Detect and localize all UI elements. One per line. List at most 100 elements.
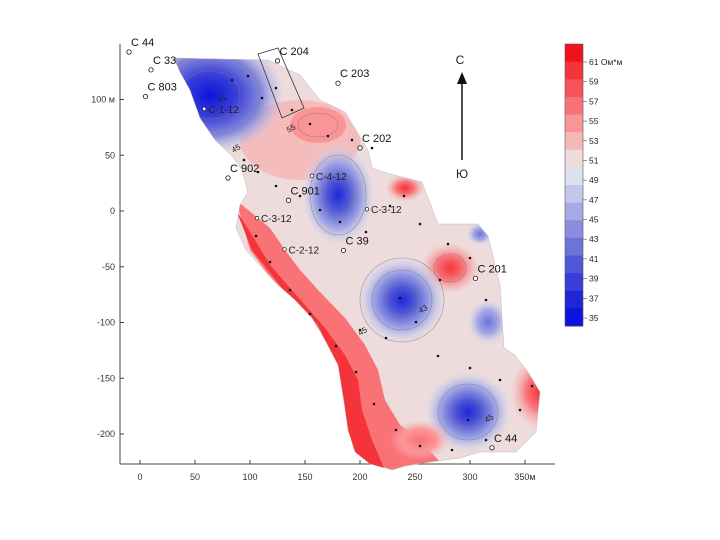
measurement-point — [308, 312, 312, 316]
legend-swatch — [565, 61, 583, 80]
measurement-point — [256, 170, 260, 174]
measurement-point — [450, 448, 454, 452]
well-marker — [489, 445, 495, 451]
well-marker — [364, 207, 370, 212]
measurement-point — [466, 418, 470, 422]
measurement-point — [354, 370, 358, 374]
well-marker — [202, 106, 207, 112]
x-tick-label: 100 — [242, 472, 257, 482]
color-legend: 61 Ом*м 59 57 55 53 51 49 47 45 43 41 39 37 35 — [564, 43, 623, 327]
measurement-point — [398, 296, 402, 300]
survey-outline — [173, 57, 541, 471]
y-tick-label: 0 — [110, 206, 115, 216]
measurement-point — [418, 444, 422, 448]
well-label: С 204 — [280, 46, 309, 58]
blue-zone-east — [466, 298, 510, 346]
measurement-point — [260, 96, 264, 100]
well-marker — [254, 215, 260, 221]
measurement-point — [438, 278, 442, 282]
measurement-point — [418, 222, 422, 226]
measurement-point — [388, 204, 392, 208]
measurement-point — [246, 74, 250, 78]
x-tick-label: 250 — [407, 472, 422, 482]
well-marker — [274, 58, 281, 64]
axes: 0 50 100 150 200 250 300 350м 100 м 50 0 -50 -100 -1… — [91, 44, 555, 482]
measurement-point — [334, 344, 338, 348]
x-tick-label: 0 — [137, 472, 142, 482]
well-marker — [225, 175, 231, 181]
red-zone-north — [290, 107, 346, 143]
legend-label: 53 — [589, 136, 599, 146]
x-tick-label: 150 — [297, 472, 312, 482]
well-label: С 39 — [346, 235, 369, 247]
compass-north-label: С — [456, 53, 465, 67]
well-label: С 901 — [291, 185, 320, 197]
legend-frame — [564, 43, 584, 327]
measurement-point — [436, 354, 440, 358]
y-tick-label: -200 — [97, 429, 115, 439]
legend-label: 47 — [589, 195, 599, 205]
measurement-point — [268, 260, 272, 264]
legend-swatch — [565, 185, 583, 204]
legend-swatch — [565, 149, 583, 168]
y-axis-ticks: 100 м 50 0 -50 -100 -150 -200 — [91, 95, 124, 439]
legend-label: 41 — [589, 254, 599, 264]
profile-rectangle — [257, 47, 305, 119]
legend-swatch — [565, 290, 583, 309]
pink-zone-south — [390, 420, 450, 460]
legend-label: 61 Ом*м — [589, 57, 623, 67]
legend-label: 55 — [589, 116, 599, 126]
legend-label: 49 — [589, 175, 599, 185]
measurement-point — [484, 438, 488, 442]
measurement-point — [384, 336, 388, 340]
well-marker — [357, 145, 363, 151]
y-tick-label: 100 м — [91, 95, 115, 105]
measurement-point — [372, 402, 376, 406]
legend-swatch — [565, 167, 583, 186]
legend-swatch — [565, 44, 583, 63]
measurement-point — [364, 230, 368, 234]
legend-label: 51 — [589, 155, 599, 165]
blue-zone-northwest — [174, 58, 285, 155]
measurement-point — [326, 134, 330, 138]
red-band-west-core — [236, 210, 385, 470]
measurement-point — [530, 384, 534, 388]
measurement-point — [350, 138, 354, 142]
well-label: С 902 — [230, 163, 259, 175]
legend-swatch — [565, 114, 583, 133]
well-label: С-2-12 — [289, 245, 320, 256]
well-marker — [142, 93, 149, 100]
x-tick-label: 300 — [462, 472, 477, 482]
red-zone-east-small — [385, 174, 425, 202]
survey-area — [174, 58, 540, 470]
x-tick-label: 50 — [190, 472, 200, 482]
measurement-point — [370, 146, 374, 150]
legend-label: 45 — [589, 215, 599, 225]
compass-arrow-head — [457, 72, 467, 84]
well-marker — [335, 80, 341, 86]
compass-south-label: Ю — [456, 167, 468, 181]
well-label: С-4-12 — [316, 172, 347, 183]
measurement-point — [288, 288, 292, 292]
measurement-point — [518, 408, 522, 412]
legend-label: 37 — [589, 293, 599, 303]
well-label: С 803 — [148, 82, 177, 94]
legend-label: 57 — [589, 96, 599, 106]
compass: С Ю — [456, 53, 468, 181]
legend-swatch — [565, 308, 583, 327]
legend-swatch — [565, 79, 583, 98]
well-marker — [340, 247, 347, 254]
measurement-point — [484, 298, 488, 302]
measurement-point — [394, 428, 398, 432]
legend-swatch — [565, 96, 583, 115]
well-marker — [148, 67, 154, 73]
measurement-point — [402, 194, 406, 198]
well-marker — [285, 197, 292, 203]
measurement-point — [308, 122, 312, 126]
measurement-point — [358, 328, 362, 332]
measurement-point — [318, 208, 322, 212]
legend-label: 39 — [589, 274, 599, 284]
well-label: С 44 — [494, 433, 517, 445]
wells-minor: С-1-12 С-4-12 С-3-12 С-3-12 С-2-12 — [202, 105, 402, 256]
